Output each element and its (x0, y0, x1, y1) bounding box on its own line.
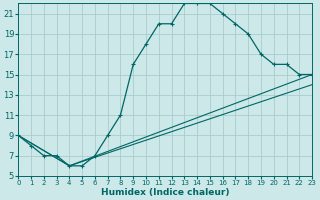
X-axis label: Humidex (Indice chaleur): Humidex (Indice chaleur) (101, 188, 229, 197)
